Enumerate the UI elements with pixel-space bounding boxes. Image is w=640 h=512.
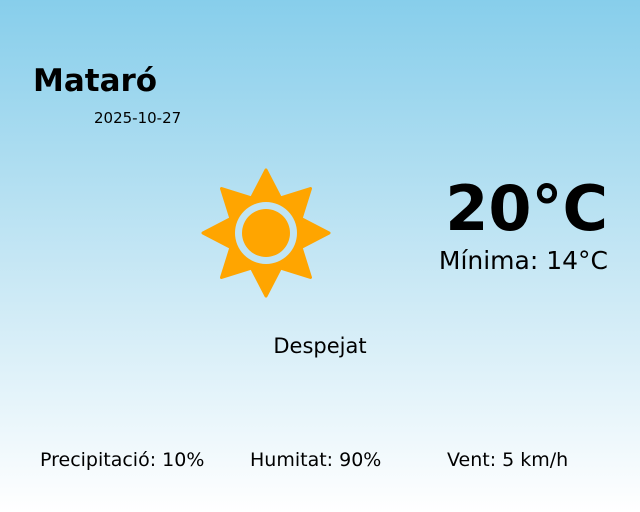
weather-condition: Despejat [273,334,367,358]
sun-core [242,209,290,257]
precipitation-stat: Precipitació: 10% [40,449,205,471]
minimum-temperature: Mínima: 14°C [438,246,608,275]
wind-stat: Vent: 5 km/h [447,449,569,471]
current-temperature: 20°C [445,172,608,245]
city-name: Mataró [33,63,158,99]
humidity-stat: Humitat: 90% [250,449,382,471]
forecast-date: 2025-10-27 [94,109,182,127]
sun-icon [201,168,331,298]
